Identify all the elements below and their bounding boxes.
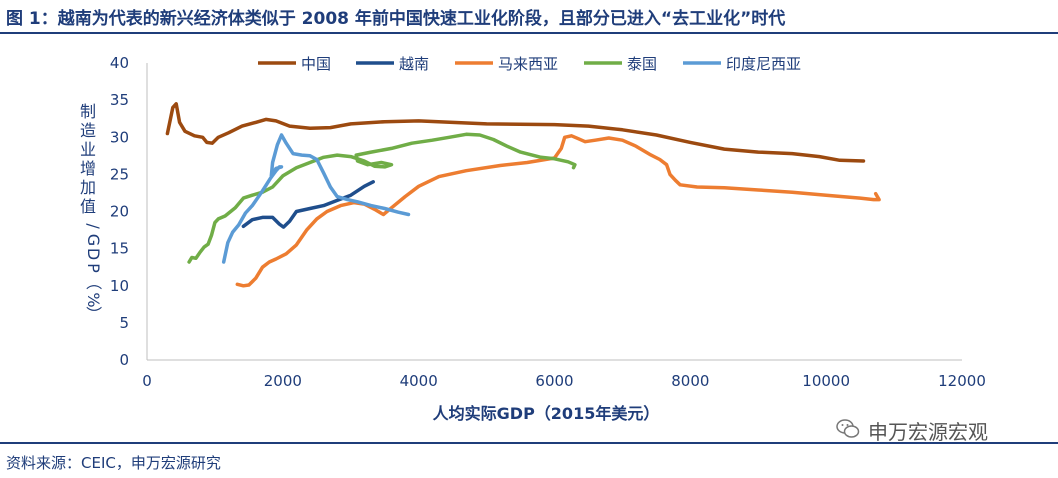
y-axis-label-char: 增 <box>80 159 96 178</box>
axes <box>146 63 962 361</box>
x-tick-label: 0 <box>142 372 152 390</box>
x-tick-label: 6000 <box>535 372 573 390</box>
y-axis-label-char: 值 <box>80 197 96 216</box>
y-axis-label-char: D <box>84 248 103 260</box>
legend-label: 印度尼西亚 <box>726 55 801 73</box>
legend-label: 泰国 <box>627 55 657 73</box>
y-tick-label: 0 <box>119 351 129 369</box>
y-axis-label-char: 造 <box>80 121 96 140</box>
y-axis-label-char: / <box>84 223 103 229</box>
series-line <box>165 102 866 163</box>
y-axis-label-char: % <box>84 292 103 307</box>
y-axis-label-char: 加 <box>80 178 96 197</box>
x-tick-label: 10000 <box>802 372 850 390</box>
y-tick-label: 30 <box>110 128 129 146</box>
x-tick-label: 2000 <box>264 372 302 390</box>
legend-label: 越南 <box>399 55 429 73</box>
legend: 中国 越南 马来西亚 泰国 印度尼西亚 <box>258 55 801 73</box>
series-line <box>187 132 577 264</box>
y-axis-label-char: G <box>84 234 103 246</box>
y-tick-label: 25 <box>110 165 129 183</box>
title-rule <box>0 32 1058 34</box>
watermark: 申万宏源宏观 <box>868 420 988 444</box>
y-axis-label-char: P <box>84 263 103 273</box>
y-tick-label: 15 <box>110 240 129 258</box>
legend-label: 中国 <box>301 55 331 73</box>
y-axis-label-char: 业 <box>80 140 96 159</box>
footer-rule <box>0 442 1058 444</box>
series-line <box>221 133 411 264</box>
y-tick-label: 40 <box>110 54 129 72</box>
figure-title: 图 1：越南为代表的新兴经济体类似于 2008 年前中国快速工业化阶段，且部分已… <box>6 9 786 29</box>
y-tick-label: 20 <box>110 203 129 221</box>
y-axis-label-char: 制 <box>80 102 96 121</box>
x-tick-label: 4000 <box>400 372 438 390</box>
series-lines <box>165 102 881 288</box>
x-tick-label: 8000 <box>671 372 709 390</box>
tick-labels: 0 5 10 15 20 25 30 35 40 0 2000 4000 6000 8000 10000 12… <box>110 54 986 390</box>
wechat-icon <box>836 419 860 438</box>
source-note: 资料来源：CEIC，申万宏源研究 <box>6 454 221 472</box>
x-axis-label: 人均实际GDP（2015年美元） <box>433 404 660 423</box>
y-axis-label-char: ） <box>84 306 103 322</box>
y-tick-label: 5 <box>119 314 129 332</box>
y-tick-label: 35 <box>110 91 129 109</box>
y-tick-label: 10 <box>110 277 129 295</box>
x-tick-label: 12000 <box>938 372 986 390</box>
line-chart: 0 5 10 15 20 25 30 35 40 0 2000 4000 6000 8000 10000 12… <box>80 54 986 423</box>
y-axis-label-char: （ <box>84 274 103 290</box>
series-line <box>241 180 375 229</box>
legend-label: 马来西亚 <box>498 55 558 73</box>
